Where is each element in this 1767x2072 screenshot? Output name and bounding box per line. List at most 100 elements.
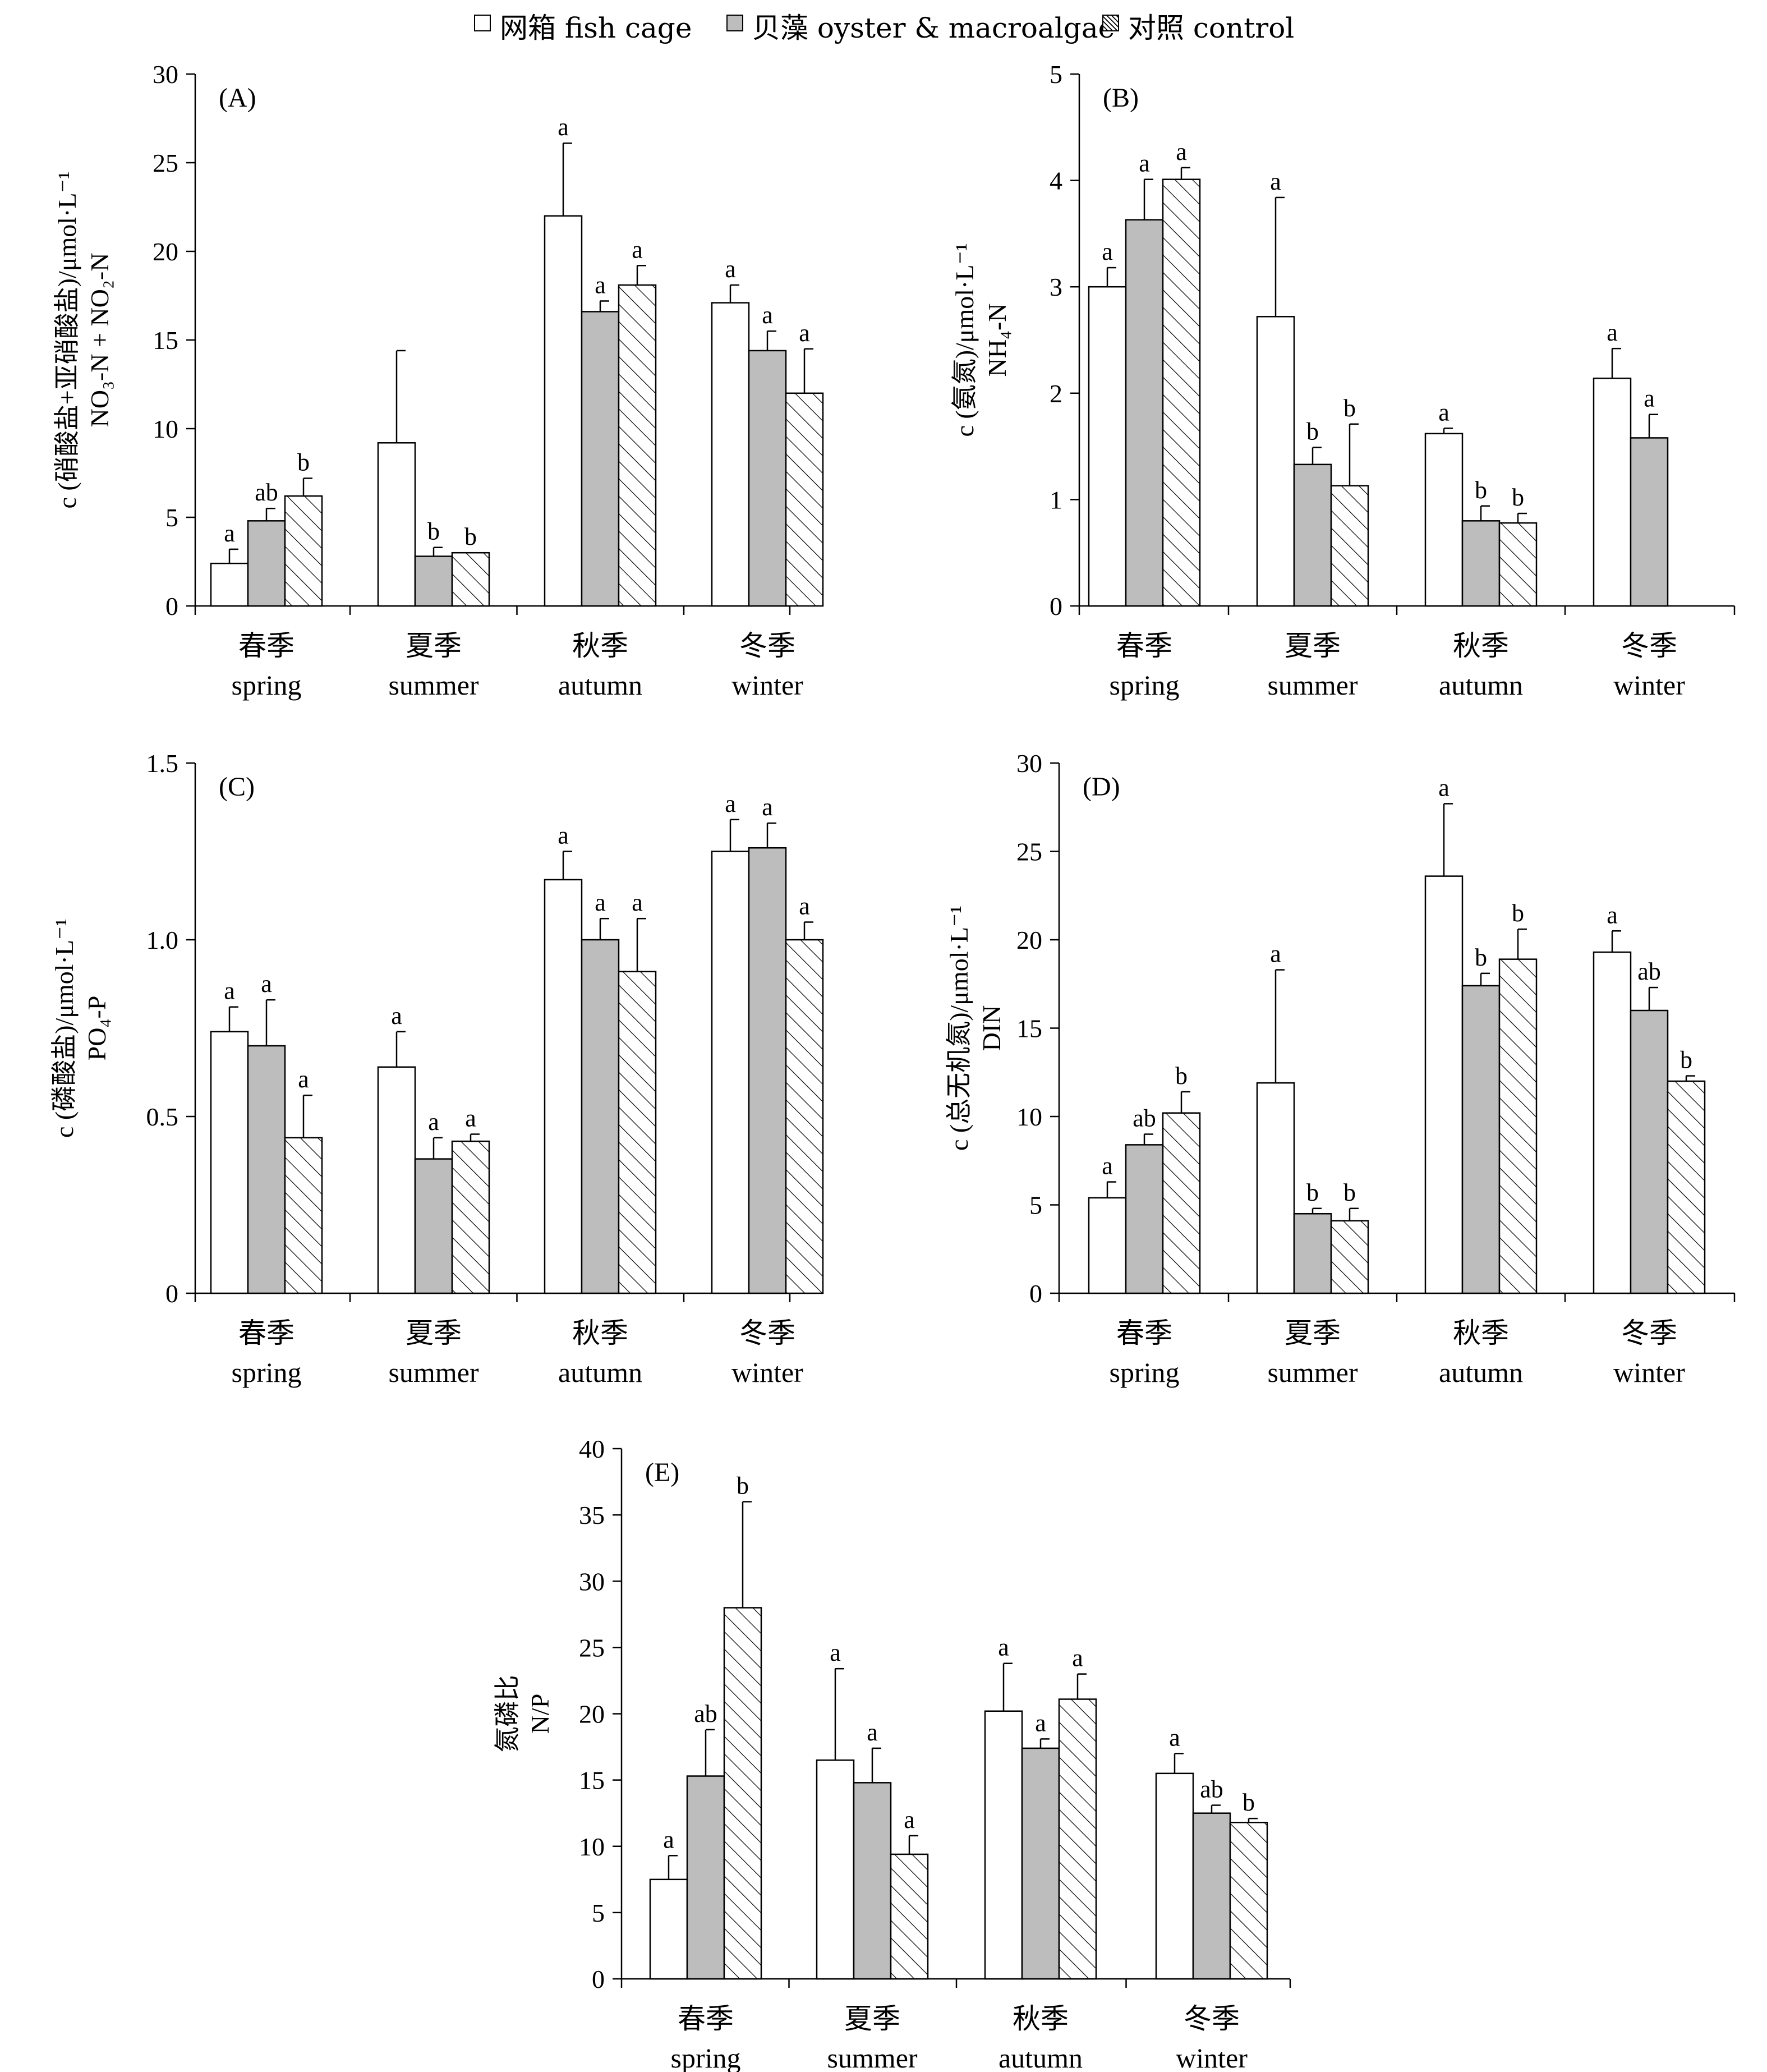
significance-letter: a [261, 970, 272, 998]
y-tick-label: 0 [165, 592, 178, 621]
x-tick-label-en: spring [671, 2042, 741, 2072]
x-tick-label-cn: 冬季 [1621, 630, 1677, 661]
y-tick-label: 4 [1050, 167, 1062, 195]
legend-swatch-hatch [1102, 15, 1119, 31]
x-tick-label-en: spring [232, 1357, 302, 1388]
bar [414, 555, 453, 607]
bar [1424, 433, 1464, 607]
bar [1593, 951, 1632, 1294]
chart-panel-a: 0 5 10 15 20 25 30 春季 spring 夏季 summer 秋季 autumn 冬季 wi… [53, 60, 824, 701]
significance-letter: a [725, 255, 736, 283]
x-tick-label-cn: 春季 [238, 630, 294, 661]
legend-label: 对照 control [1128, 12, 1295, 44]
significance-letter: a [465, 1105, 476, 1132]
bar [1256, 316, 1295, 607]
bar [544, 879, 583, 1294]
y-axis-subtitle: PO₄-P [82, 996, 111, 1061]
significance-letter: a [391, 1002, 402, 1030]
bar [451, 552, 490, 607]
legend-swatch-gray [726, 15, 743, 31]
bar [748, 847, 787, 1294]
bar [748, 350, 787, 607]
significance-letter: b [1306, 1179, 1319, 1206]
y-tick-label: 30 [153, 60, 178, 89]
y-axis-subtitle: DIN [977, 1005, 1006, 1051]
significance-letter: a [762, 301, 773, 329]
y-axis-title: c (总无机氮)/μmol·L⁻¹ [945, 906, 973, 1151]
bar [618, 971, 657, 1294]
panel-label: (C) [219, 772, 255, 802]
x-tick-label-cn: 秋季 [1453, 630, 1509, 661]
x-tick-label-cn: 冬季 [1184, 2003, 1240, 2034]
x-tick-label-en: spring [1110, 1357, 1180, 1388]
significance-letter: a [1607, 901, 1618, 929]
x-tick-label-cn: 春季 [1116, 1317, 1172, 1349]
bar [1498, 958, 1538, 1294]
bar [1330, 1220, 1369, 1294]
bar [1593, 378, 1632, 607]
y-tick-label: 15 [1016, 1014, 1042, 1043]
legend-label: 贝藻 oyster & macroalgae [752, 12, 1115, 44]
x-tick-label-en: spring [232, 669, 302, 701]
bar [618, 284, 657, 607]
x-tick-label-en: summer [388, 1357, 478, 1388]
significance-letter: a [632, 889, 643, 916]
x-tick-label-en: summer [388, 669, 478, 701]
y-tick-label: 10 [1016, 1102, 1042, 1131]
y-tick-label: 0 [165, 1279, 178, 1308]
x-tick-label-cn: 秋季 [572, 1317, 628, 1349]
y-tick-label: 1.0 [146, 926, 179, 954]
x-tick-label-en: autumn [558, 669, 642, 701]
significance-letter: a [799, 319, 810, 347]
significance-letter: b [464, 523, 477, 550]
significance-letter: a [1102, 238, 1113, 265]
y-tick-label: 2 [1050, 379, 1062, 408]
panel-label: (E) [645, 1458, 679, 1487]
y-tick-label: 3 [1050, 273, 1062, 301]
y-tick-label: 20 [153, 237, 178, 266]
bar [581, 939, 620, 1294]
significance-letter: a [998, 1634, 1009, 1661]
y-tick-label: 1.5 [146, 749, 179, 778]
bar [1088, 286, 1127, 607]
x-tick-label-en: winter [731, 1357, 803, 1388]
y-tick-label: 15 [579, 1766, 605, 1795]
y-tick-label: 15 [153, 326, 178, 355]
bar [711, 302, 750, 607]
bar [1021, 1747, 1060, 1980]
significance-letter: a [725, 790, 736, 817]
significance-letter: a [558, 822, 569, 849]
significance-letter: ab [1133, 1105, 1156, 1132]
significance-letter: ab [694, 1700, 717, 1728]
bar [1293, 463, 1332, 607]
y-tick-label: 40 [579, 1435, 605, 1463]
bar [210, 562, 249, 607]
bar [1229, 1821, 1268, 1980]
y-tick-label: 10 [579, 1832, 605, 1861]
x-tick-label-en: winter [1613, 669, 1685, 701]
x-tick-label-cn: 春季 [678, 2003, 734, 2034]
panel-label: (A) [219, 83, 256, 113]
x-tick-label-cn: 夏季 [406, 1317, 462, 1349]
x-tick-label-cn: 春季 [1116, 630, 1172, 661]
significance-letter: b [1512, 484, 1524, 511]
significance-letter: a [1438, 774, 1450, 801]
significance-letter: b [1680, 1046, 1692, 1074]
significance-letter: b [427, 518, 440, 545]
bar [1330, 485, 1369, 607]
y-tick-label: 5 [165, 503, 178, 532]
x-tick-label-cn: 秋季 [572, 630, 628, 661]
bar [1162, 1112, 1201, 1294]
bar [284, 495, 323, 607]
bar [1088, 1197, 1127, 1294]
significance-letter: a [762, 793, 773, 821]
x-tick-label-cn: 秋季 [1013, 2003, 1069, 2034]
bar [284, 1137, 323, 1294]
bar [1162, 178, 1201, 607]
chart-panel-b: 0 1 2 3 4 5 春季 spring 夏季 summer 秋季 autumn 冬季 winter (B… [950, 60, 1736, 701]
bar [1667, 1080, 1706, 1294]
bar [210, 1031, 249, 1294]
x-tick-label-cn: 夏季 [1285, 630, 1341, 661]
bar [649, 1878, 688, 1980]
